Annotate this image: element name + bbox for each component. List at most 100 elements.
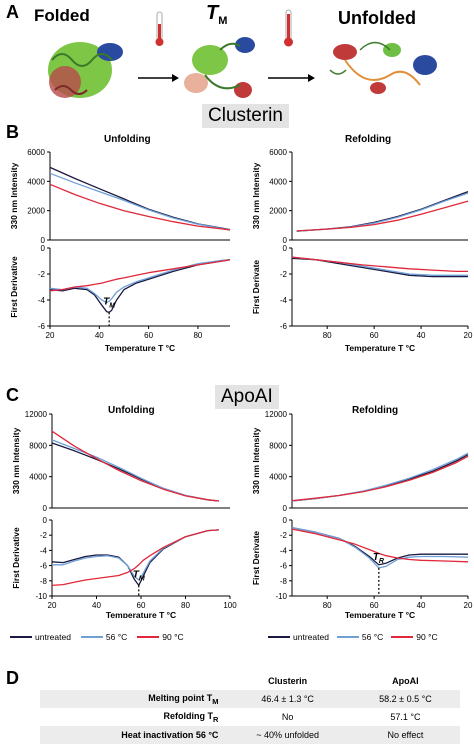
apoai-refolding-chart: 0 4000 8000 12000 330 nm Intensity 0 -2 -4 -6 -8 -… <box>251 410 473 618</box>
clusterin-refolding-chart: 0 2000 4000 6000 330 nm Intensity 0 -2 -4 -6 Firs… <box>251 148 473 353</box>
x-tick-label: 100 <box>223 601 237 610</box>
y-tick-label-bottom: -4 <box>40 546 48 555</box>
series-line-c90-top <box>51 430 219 502</box>
series-line-untreated-top <box>296 190 469 232</box>
arrow-1-head <box>172 74 179 82</box>
tm-label: TM <box>206 2 227 27</box>
x-tick-label: 40 <box>417 331 426 340</box>
section-apoai: ApoAI <box>215 385 279 409</box>
y-tick-label-top: 4000 <box>269 177 287 186</box>
annotation-label-sub: M <box>109 302 115 309</box>
y-tick-label-bottom: 0 <box>283 244 288 253</box>
panel-label-b: B <box>6 122 19 142</box>
cell-clusterin-refolding: No <box>281 712 294 722</box>
row-label-melting-text: Melting point T <box>148 692 213 703</box>
y-axis-label-top: 330 nm Intensity <box>251 427 261 494</box>
series-line-c56-top <box>51 439 219 502</box>
legend-swatch-90 <box>137 636 160 638</box>
cell-clusterin-melting: 46.4 ± 1.3 °C <box>224 690 351 708</box>
x-axis-label: Temperature T °C <box>105 343 175 353</box>
folded-protein-icon <box>48 42 123 98</box>
y-axis-label-bottom: First Derivative <box>9 256 19 318</box>
row-label-melting: Melting point TM <box>40 690 225 708</box>
y-tick-label-bottom: -4 <box>280 296 288 305</box>
legend-swatch-untreated <box>10 636 32 638</box>
series-line-c56-bottom <box>291 526 469 569</box>
summary-table: Clusterin ApoAI Melting point TM 46.4 ± … <box>40 672 460 744</box>
annotation-label-sub: M <box>139 575 145 582</box>
x-tick-label: 20 <box>464 331 473 340</box>
y-axis-label-bottom: First Derivate <box>251 531 261 586</box>
series-line-c90-bottom <box>291 256 468 273</box>
y-tick-label-bottom: -10 <box>35 592 47 601</box>
series-line-c90-bottom <box>291 528 469 563</box>
y-tick-label-top: 4000 <box>27 177 45 186</box>
y-tick-label-bottom: -8 <box>40 577 48 586</box>
x-tick-label: 20 <box>46 331 55 340</box>
y-tick-label-bottom: -6 <box>40 562 48 571</box>
thermometer-hot-icon <box>284 9 293 47</box>
series-line-c56-bottom <box>49 259 231 304</box>
x-axis-label: Temperature T °C <box>106 610 176 618</box>
row-label-melting-sub: M <box>212 696 219 706</box>
legend-item-untreated-r: untreated <box>268 632 329 642</box>
y-tick-label-top: 12000 <box>265 410 288 419</box>
y-tick-label-bottom: -2 <box>280 531 288 540</box>
y-tick-label-bottom: -6 <box>280 322 288 331</box>
cell-clusterin-heat: ~ 40% unfolded <box>224 726 351 744</box>
y-tick-label-bottom: 0 <box>41 244 46 253</box>
x-tick-label: 80 <box>323 601 332 610</box>
y-tick-label-top: 2000 <box>27 207 45 216</box>
y-tick-label-top: 4000 <box>269 473 287 482</box>
legend-label-90: 90 °C <box>162 632 184 642</box>
y-tick-label-top: 0 <box>283 504 288 513</box>
series-line-c90-top <box>291 455 469 502</box>
y-tick-label-bottom: -10 <box>275 592 287 601</box>
legend-label-56: 56 °C <box>105 632 128 642</box>
protein-illustration <box>48 9 437 98</box>
series-line-c90-bottom <box>51 529 219 587</box>
series-line-c90-top <box>296 200 469 232</box>
series-line-untreated-bottom <box>291 257 468 278</box>
unfolded-protein-icon <box>329 41 437 94</box>
y-axis-label-top: 330 nm Intensity <box>251 162 261 229</box>
y-axis-label-top: 330 nm Intensity <box>9 162 19 229</box>
y-tick-label-top: 12000 <box>25 410 48 419</box>
clusterin-unfolding-chart: 0 2000 4000 6000 330 nm Intensity 0 -2 -4 -6 Firs… <box>9 148 231 353</box>
x-tick-label: 60 <box>137 601 146 610</box>
x-axis-label: Temperature T °C <box>345 610 415 618</box>
unfolded-label: Unfolded <box>338 8 416 28</box>
x-tick-label: 40 <box>92 601 101 610</box>
series-line-c56-top <box>49 172 231 231</box>
legend-left: untreated 56 °C 90 °C <box>10 632 184 642</box>
apoai-unfolding-chart: 0 4000 8000 12000 330 nm Intensity 0 -2 -4 -6 -8 -… <box>11 410 237 618</box>
series-line-c90-bottom <box>49 259 231 292</box>
table-row: Melting point TM 46.4 ± 1.3 °C 58.2 ± 0.… <box>40 690 460 708</box>
annotation-label: TM <box>103 296 115 309</box>
y-tick-label-bottom: -2 <box>38 270 46 279</box>
series-line-untreated-top <box>49 166 231 231</box>
x-tick-label: 40 <box>95 331 104 340</box>
thermometer-icon <box>155 11 164 46</box>
folded-label: Folded <box>34 6 90 25</box>
clusterin-refolding-title: Refolding <box>345 134 392 145</box>
cell-apoai-refolding: 57.1 °C <box>390 712 421 722</box>
y-axis-label-top: 330 nm Intensity <box>11 427 21 494</box>
legend-label-90-r: 90 °C <box>416 632 438 642</box>
x-tick-label: 80 <box>181 601 190 610</box>
tm-label-t: T <box>206 2 219 24</box>
y-tick-label-top: 2000 <box>269 207 287 216</box>
y-axis-label-bottom: First Derivate <box>251 260 261 315</box>
x-tick-label: 20 <box>464 601 473 610</box>
summary-table-wrapper: Clusterin ApoAI Melting point TM 46.4 ± … <box>40 672 460 744</box>
y-tick-label-bottom: 0 <box>43 516 48 525</box>
x-tick-label: 60 <box>370 331 379 340</box>
legend-right: untreated 56 °C 90 °C <box>268 632 438 642</box>
y-tick-label-top: 8000 <box>29 441 47 450</box>
series-line-untreated-top <box>51 442 219 502</box>
legend-item-90: 90 °C <box>137 632 184 642</box>
table-header-apoai: ApoAI <box>392 676 419 686</box>
y-tick-label-bottom: -4 <box>280 546 288 555</box>
legend-swatch-90-r <box>391 636 414 638</box>
legend-item-56-r: 56 °C <box>336 632 383 642</box>
